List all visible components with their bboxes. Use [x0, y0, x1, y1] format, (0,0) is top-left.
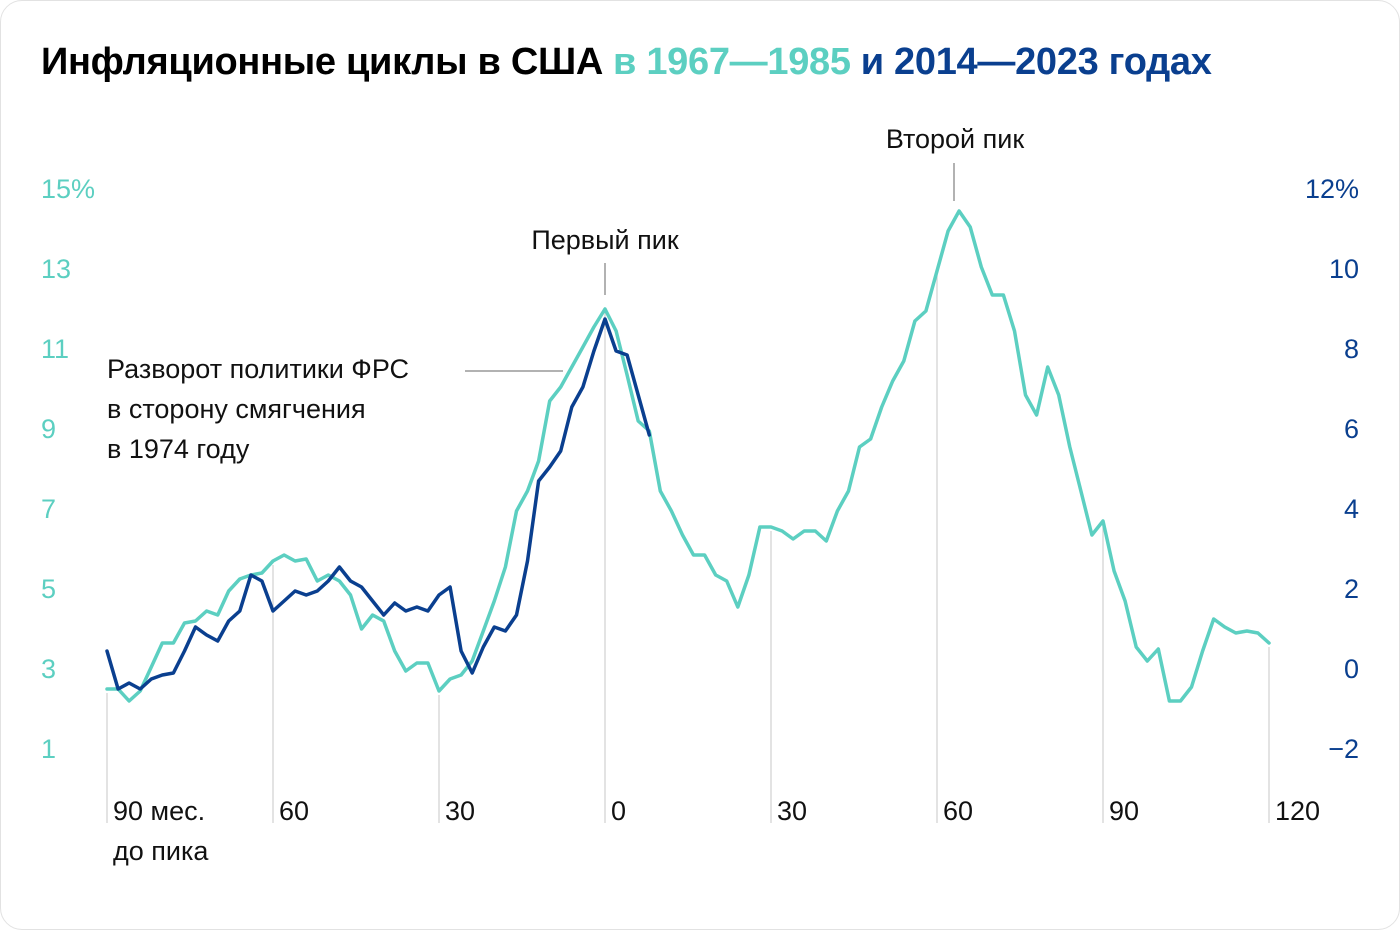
y2-tick-label: 4: [1344, 494, 1359, 524]
y-tick-label: 11: [41, 334, 69, 364]
y2-tick-label: −2: [1328, 734, 1359, 764]
x-tick-label: 60: [943, 796, 974, 826]
x-tick-label: 60: [279, 796, 310, 826]
y-tick-label: 9: [41, 414, 56, 444]
line-series: [105, 317, 652, 691]
x-tick-label: 30: [777, 796, 808, 826]
x-tick-label: 30: [445, 796, 476, 826]
y-tick-label: 1: [41, 734, 56, 764]
annotation: Разворот политики ФРС: [107, 354, 409, 384]
x-tick-label: 90: [1109, 796, 1140, 826]
annotation: Первый пик: [531, 225, 678, 255]
title-part: в 1967—1985: [613, 41, 851, 83]
chart-title: Инфляционные циклы в США в 1967—1985 и 201…: [41, 41, 1222, 84]
annotation: Второй пик: [886, 124, 1025, 154]
line-series: [105, 209, 1271, 703]
x-tick-label: 90 мес. до пика: [113, 796, 209, 866]
y-tick-label: 15%: [41, 174, 95, 204]
y2-tick-label: 12%: [1305, 174, 1359, 204]
y2-tick-label: 10: [1329, 254, 1359, 284]
y2-tick-label: 2: [1344, 574, 1359, 604]
annotation: в 1974 году: [107, 434, 250, 464]
title-part: Инфляционные циклы в США: [41, 41, 604, 83]
title-part: и 2014—2023 годах: [860, 41, 1212, 83]
y2-tick-label: 8: [1344, 334, 1359, 364]
y-tick-label: 7: [41, 494, 56, 524]
y-tick-label: 13: [41, 254, 71, 284]
y2-tick-label: 0: [1344, 654, 1359, 684]
y-tick-label: 3: [41, 654, 56, 684]
annotation: в сторону смягчения: [107, 394, 366, 424]
x-tick-label: 0: [611, 796, 627, 826]
y2-tick-label: 6: [1344, 414, 1359, 444]
x-tick-label: 120: [1275, 796, 1321, 826]
y-tick-label: 5: [41, 574, 56, 604]
